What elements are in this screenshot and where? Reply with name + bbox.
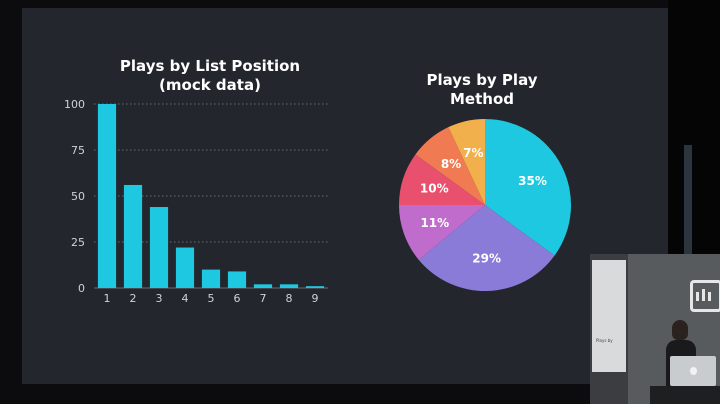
bar-chart: 0 25 50 75 100 1 2 3 4 5 6 7 8 9 xyxy=(64,98,328,305)
bar xyxy=(201,269,221,288)
pie-slice-label: 10% xyxy=(420,182,449,196)
bar xyxy=(123,184,143,288)
pie-slice xyxy=(448,119,485,205)
pie-slice xyxy=(485,119,571,256)
y-tick-label: 0 xyxy=(78,282,85,295)
pie-slice-label: 8% xyxy=(441,157,461,171)
bar xyxy=(279,284,299,288)
background-edge-strip xyxy=(684,145,692,255)
bar-chart-title-line1: Plays by List Position xyxy=(119,57,301,75)
x-tick-label: 8 xyxy=(286,292,293,305)
pie-slice xyxy=(418,205,555,291)
pie-chart-title-line2: Method xyxy=(450,90,514,108)
apple-logo-icon xyxy=(690,367,697,375)
x-tick-label: 1 xyxy=(104,292,111,305)
bar xyxy=(253,284,273,288)
x-tick-label: 9 xyxy=(312,292,319,305)
y-tick-label: 50 xyxy=(71,190,85,203)
bar-chart-title: Plays by List Position (mock data) xyxy=(100,57,320,95)
bar xyxy=(175,247,195,288)
bar-chart-title-line2: (mock data) xyxy=(159,76,261,94)
pie-chart-title-line1: Plays by Play xyxy=(426,71,538,89)
x-tick-label: 5 xyxy=(208,292,215,305)
presenter-desk xyxy=(650,386,720,404)
pie-chart: 35% 29% 11% 10% 8%7% xyxy=(399,119,571,291)
pie-slice xyxy=(399,205,485,260)
x-tick-label: 7 xyxy=(260,292,267,305)
laptop xyxy=(670,356,716,386)
slide: Plays by List Position (mock data) Plays… xyxy=(22,8,668,384)
bar xyxy=(305,286,325,288)
bar xyxy=(97,104,117,288)
pie-slice-label: 11% xyxy=(420,216,449,230)
pie-slice xyxy=(415,127,485,205)
logo-icon xyxy=(690,280,720,312)
x-tick-label: 4 xyxy=(182,292,189,305)
x-tick-label: 3 xyxy=(156,292,163,305)
pie-slice xyxy=(399,154,485,205)
pie-slice-label: 29% xyxy=(472,251,501,265)
bar xyxy=(149,207,169,288)
y-tick-label: 100 xyxy=(64,98,85,111)
pie-slice-label: 7% xyxy=(463,146,483,160)
pie-chart-title: Plays by Play Method xyxy=(407,71,557,109)
y-tick-label: 25 xyxy=(71,236,85,249)
presenter-screen-text: Plays by xyxy=(596,338,613,343)
y-tick-label: 75 xyxy=(71,144,85,157)
x-tick-label: 6 xyxy=(234,292,241,305)
x-tick-label: 2 xyxy=(130,292,137,305)
presenter-video-inset: Plays by xyxy=(590,254,720,404)
presenter-screen: Plays by xyxy=(592,260,626,372)
presenter-head xyxy=(672,320,688,340)
bar xyxy=(227,271,247,288)
pie-slice-label: 35% xyxy=(518,174,547,188)
